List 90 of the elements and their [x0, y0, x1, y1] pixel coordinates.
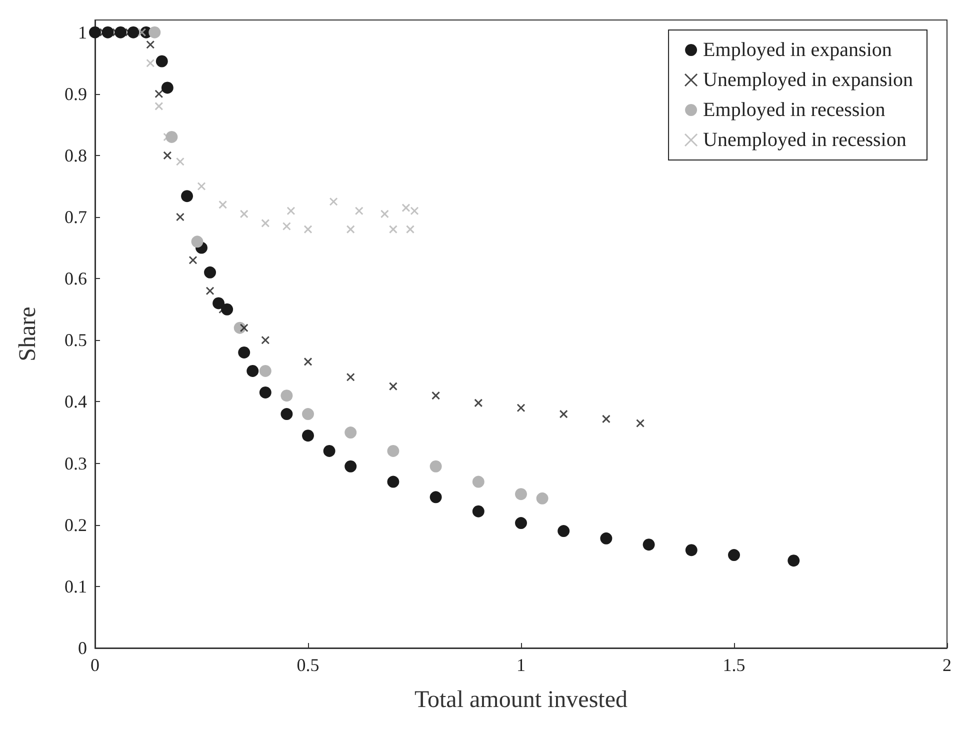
point	[238, 346, 250, 358]
point	[474, 398, 483, 408]
point	[156, 55, 168, 68]
point	[685, 544, 698, 556]
point	[191, 236, 204, 248]
point	[176, 212, 184, 222]
point	[515, 488, 527, 500]
point	[304, 357, 312, 366]
y-tick-label: 0	[78, 638, 87, 658]
legend-label: Employed in expansion	[703, 39, 892, 61]
point	[344, 426, 357, 439]
point	[212, 297, 225, 310]
point	[430, 491, 442, 504]
point	[154, 102, 164, 110]
point	[388, 225, 398, 234]
point	[430, 460, 442, 472]
point	[558, 525, 570, 538]
point	[387, 476, 400, 488]
x-tick-label: 2	[942, 655, 952, 675]
y-tick-label: 0.9	[64, 84, 87, 104]
point	[728, 549, 740, 562]
y-tick-label: 0.8	[64, 145, 87, 166]
point	[600, 532, 612, 544]
point	[410, 206, 419, 216]
y-tick-label: 0.5	[64, 330, 87, 350]
point	[602, 414, 610, 424]
y-tick-label: 0.1	[64, 576, 87, 596]
legend-label: Employed in recession	[703, 99, 886, 121]
point	[259, 364, 272, 377]
point	[642, 538, 655, 551]
x-tick-label: 0.5	[296, 655, 320, 675]
point	[148, 26, 161, 38]
point	[329, 197, 338, 206]
point	[380, 210, 389, 218]
point	[259, 386, 272, 398]
point	[280, 390, 293, 402]
point	[246, 364, 259, 377]
point	[472, 505, 484, 518]
x-tick-label: 0	[90, 655, 100, 675]
point	[302, 430, 314, 442]
point	[161, 82, 174, 94]
point	[387, 444, 400, 457]
point	[323, 444, 336, 457]
point	[89, 26, 101, 38]
y-tick-label: 0.3	[64, 453, 87, 474]
point	[304, 225, 312, 234]
point	[261, 336, 270, 344]
point	[286, 206, 296, 216]
point	[346, 225, 355, 234]
point	[163, 151, 172, 160]
point	[346, 372, 355, 382]
point	[146, 58, 155, 68]
point	[204, 266, 216, 278]
x-tick-label: 1	[516, 655, 526, 675]
point	[516, 404, 526, 412]
point	[146, 40, 155, 49]
point	[206, 286, 214, 296]
point	[354, 206, 364, 216]
point	[402, 204, 410, 212]
y-tick-label: 0.7	[64, 207, 87, 228]
point	[280, 408, 293, 420]
point	[788, 554, 800, 567]
point	[197, 182, 206, 190]
y-tick-label: 1	[78, 22, 87, 42]
point	[240, 210, 248, 218]
point	[218, 200, 228, 209]
point	[261, 218, 270, 228]
y-tick-label: 0.2	[64, 514, 87, 535]
point	[472, 476, 484, 488]
y-tick-label: 0.6	[64, 268, 87, 289]
point	[406, 225, 414, 234]
point	[636, 419, 645, 428]
legend-label: Unemployed in recession	[703, 129, 906, 151]
point	[559, 410, 568, 418]
point	[302, 408, 314, 420]
point	[432, 391, 440, 400]
point	[344, 460, 357, 472]
point	[388, 382, 398, 391]
x-tick-label: 1.5	[722, 655, 746, 675]
y-axis-title: Share	[15, 306, 41, 362]
y-tick-label: 0.4	[64, 392, 87, 412]
point	[282, 222, 291, 231]
legend-label: Unemployed in expansion	[703, 69, 914, 91]
x-axis-title: Total amount invested	[414, 687, 628, 713]
point	[176, 157, 184, 166]
point	[188, 256, 198, 264]
point	[536, 492, 548, 504]
point	[515, 517, 527, 530]
point	[181, 190, 194, 202]
point	[154, 90, 164, 98]
